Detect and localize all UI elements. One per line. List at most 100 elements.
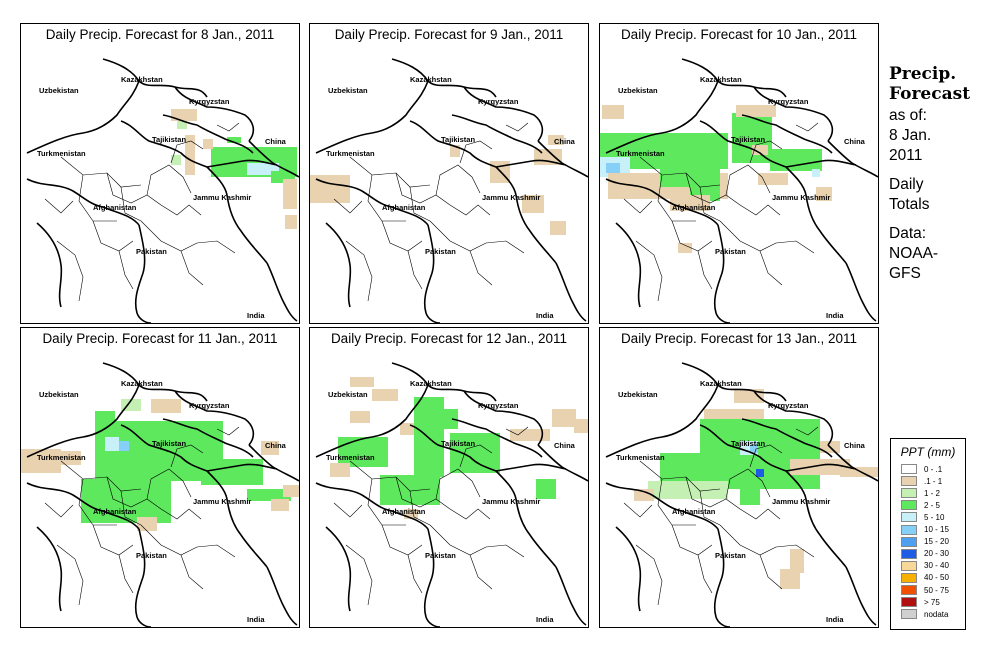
precip-cell	[119, 441, 129, 451]
precip-cell	[285, 215, 297, 229]
country-border	[391, 58, 497, 98]
precip-map: Uzbekistan Kazakhstan Kyrgyzstan Tajikistan…	[309, 45, 589, 324]
province-border	[92, 524, 134, 556]
province-border	[140, 220, 198, 252]
precip-cell	[350, 411, 370, 423]
province-border	[449, 508, 491, 520]
precip-cell	[750, 445, 758, 453]
country-border	[26, 482, 140, 530]
country-border	[120, 120, 208, 168]
province-border	[485, 544, 525, 558]
country-border	[845, 262, 877, 322]
map-label-kazakhstan: Kazakhstan	[410, 379, 452, 388]
precip-cell	[812, 169, 820, 177]
country-border	[206, 463, 278, 472]
country-border	[463, 390, 544, 446]
forecast-panel: Daily Precip. Forecast for 11 Jan., 2011…	[20, 327, 300, 629]
forecast-panel: Daily Precip. Forecast for 10 Jan., 2011…	[599, 23, 879, 325]
country-border	[605, 482, 719, 530]
precip-cell	[283, 485, 299, 497]
map-label-pakistan: Pakistan	[136, 247, 167, 256]
precip-cell	[271, 499, 289, 511]
precip-cell	[171, 109, 197, 121]
precip-cell	[548, 135, 564, 145]
precip-cell	[634, 489, 654, 501]
legend-label: 0 - .1	[924, 464, 943, 474]
province-border	[749, 140, 783, 164]
heading-line2: Forecast	[889, 84, 971, 104]
province-border	[725, 468, 771, 500]
map-label-china: China	[844, 441, 865, 450]
map-label-kyrgyzstan: Kyrgyzstan	[478, 97, 519, 106]
province-border	[485, 240, 525, 254]
precip-cell	[756, 469, 764, 477]
country-border	[409, 424, 497, 472]
province-border	[118, 554, 134, 594]
province-border	[671, 524, 713, 556]
legend-item: 40 - 50	[901, 572, 949, 583]
province-border	[180, 250, 204, 286]
province-border	[685, 476, 741, 510]
province-border	[44, 198, 74, 214]
country-border	[495, 470, 557, 568]
province-border	[435, 164, 481, 196]
country-border	[423, 528, 441, 627]
precip-cell	[840, 467, 878, 477]
asof-line1: as of:	[889, 107, 927, 124]
precip-cell	[338, 437, 388, 467]
province-border	[146, 164, 192, 196]
country-border	[495, 159, 567, 168]
country-border	[248, 140, 299, 178]
country-border	[681, 362, 787, 402]
province-border	[739, 204, 781, 216]
map-label-tajikistan: Tajikistan	[731, 135, 766, 144]
country-border	[26, 384, 140, 458]
map-label-kazakhstan: Kazakhstan	[410, 75, 452, 84]
panel-title: Daily Precip. Forecast for 8 Jan., 2011	[20, 23, 300, 47]
province-border	[367, 478, 406, 526]
legend-swatch	[901, 597, 917, 608]
province-border	[697, 250, 713, 290]
map-label-jammu-kashmir: Jammu Kashmir	[193, 497, 252, 506]
province-border	[395, 172, 451, 206]
province-border	[759, 554, 783, 590]
map-label-afghanistan: Afghanistan	[93, 507, 137, 516]
province-border	[333, 502, 363, 518]
precip-cell	[510, 429, 550, 441]
country-border	[785, 470, 847, 568]
country-border	[463, 86, 544, 142]
legend-swatch	[901, 524, 917, 535]
precip-cell	[700, 419, 820, 489]
province-border	[56, 240, 84, 302]
map-label-pakistan: Pakistan	[425, 551, 456, 560]
precip-map: Uzbekistan Kazakhstan Kyrgyzstan Tajikistan…	[20, 45, 300, 324]
country-border	[266, 566, 298, 626]
province-border	[160, 508, 202, 520]
map-label-kazakhstan: Kazakhstan	[121, 379, 163, 388]
country-border	[102, 58, 208, 98]
country-border	[162, 114, 254, 154]
country-border	[423, 224, 441, 323]
province-border	[719, 524, 777, 556]
totals-line1: Daily	[889, 176, 924, 193]
precip-map: Uzbekistan Kazakhstan Kyrgyzstan Tajikistan…	[599, 349, 879, 628]
precip-cell	[660, 165, 720, 187]
precip-cell	[261, 441, 279, 455]
precip-cell	[203, 139, 213, 149]
province-border	[459, 140, 493, 164]
precip-cell	[137, 517, 157, 531]
map-label-uzbekistan: Uzbekistan	[328, 86, 368, 95]
legend-item: 1 - 2	[901, 488, 940, 499]
legend-item: 2 - 5	[901, 500, 940, 511]
province-border	[697, 554, 713, 594]
map-label-uzbekistan: Uzbekistan	[328, 390, 368, 399]
province-border	[160, 204, 202, 216]
province-border	[409, 490, 431, 526]
province-border	[120, 186, 142, 222]
country-border	[537, 444, 588, 482]
data-line1: Data:	[889, 225, 927, 242]
legend-label: 15 - 20	[924, 537, 949, 547]
map-label-jammu-kashmir: Jammu Kashmir	[482, 497, 541, 506]
precip-cell	[550, 221, 566, 235]
province-border	[60, 156, 142, 188]
